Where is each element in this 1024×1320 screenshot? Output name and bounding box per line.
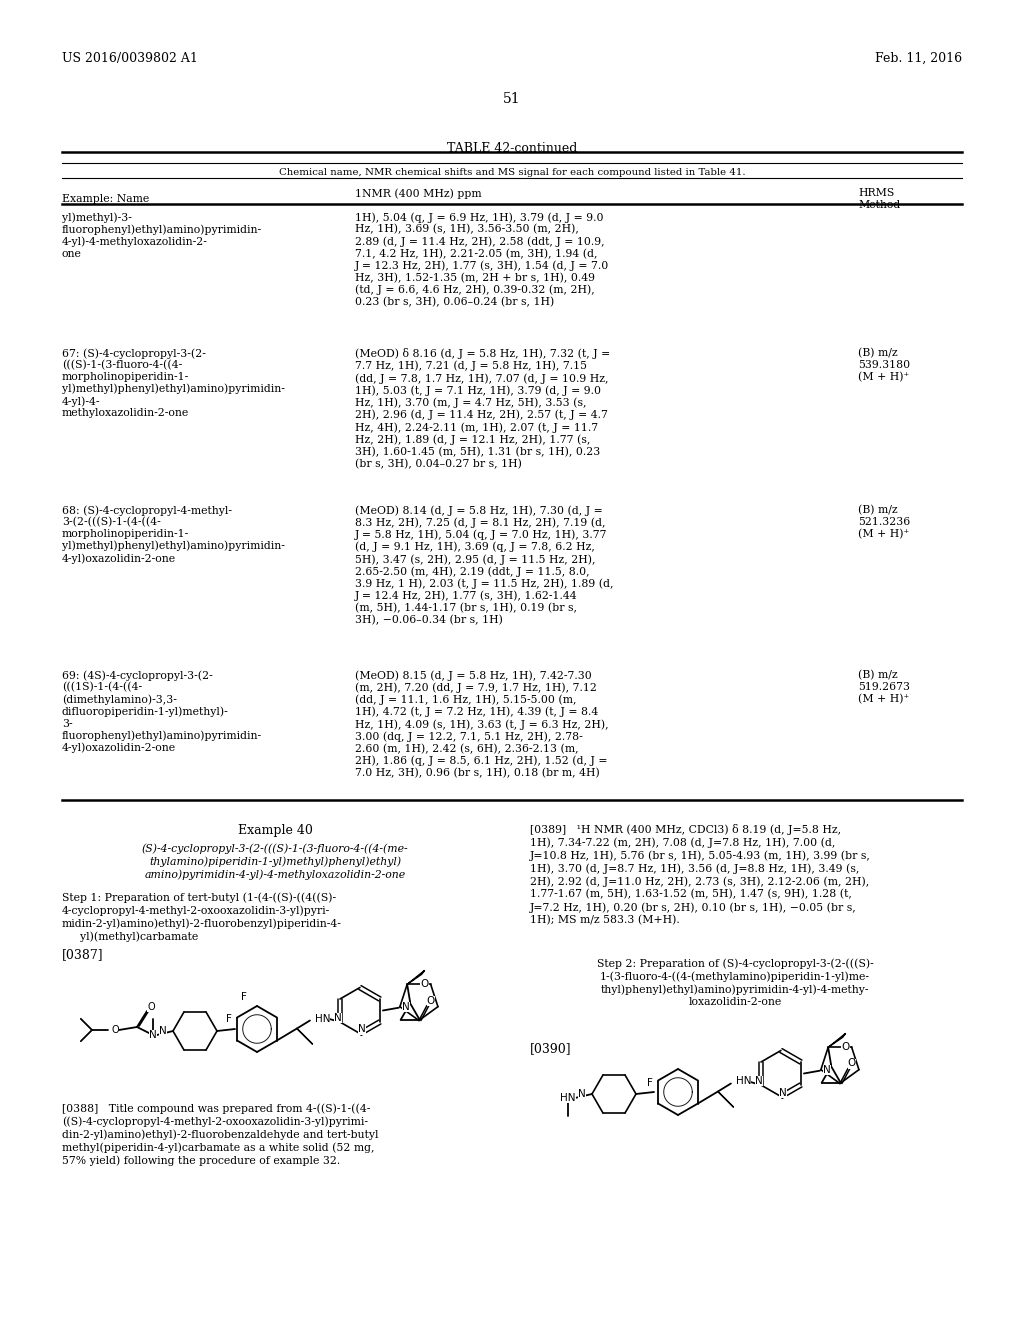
Text: US 2016/0039802 A1: US 2016/0039802 A1 (62, 51, 198, 65)
Text: thylamino)piperidin-1-yl)methyl)phenyl)ethyl): thylamino)piperidin-1-yl)methyl)phenyl)e… (148, 855, 401, 866)
Text: O: O (848, 1059, 856, 1068)
Text: midin-2-yl)amino)ethyl)-2-fluorobenzyl)piperidin-4-: midin-2-yl)amino)ethyl)-2-fluorobenzyl)p… (62, 917, 342, 928)
Text: thyl)phenyl)ethyl)amino)pyrimidin-4-yl)-4-methy-: thyl)phenyl)ethyl)amino)pyrimidin-4-yl)-… (601, 983, 869, 994)
Text: (MeOD) δ 8.16 (d, J = 5.8 Hz, 1H), 7.32 (t, J =
7.7 Hz, 1H), 7.21 (d, J = 5.8 Hz: (MeOD) δ 8.16 (d, J = 5.8 Hz, 1H), 7.32 … (355, 348, 610, 469)
Text: yl)methyl)-3-
fluorophenyl)ethyl)amino)pyrimidin-
4-yl)-4-methyloxazolidin-2-
on: yl)methyl)-3- fluorophenyl)ethyl)amino)p… (62, 213, 262, 259)
Text: O: O (112, 1026, 119, 1035)
Text: 1-(3-fluoro-4-((4-(methylamino)piperidin-1-yl)me-: 1-(3-fluoro-4-((4-(methylamino)piperidin… (600, 972, 870, 982)
Text: J=10.8 Hz, 1H), 5.76 (br s, 1H), 5.05-4.93 (m, 1H), 3.99 (br s,: J=10.8 Hz, 1H), 5.76 (br s, 1H), 5.05-4.… (530, 850, 870, 861)
Text: 1.77-1.67 (m, 5H), 1.63-1.52 (m, 5H), 1.47 (s, 9H), 1.28 (t,: 1.77-1.67 (m, 5H), 1.63-1.52 (m, 5H), 1.… (530, 888, 852, 899)
Text: Feb. 11, 2016: Feb. 11, 2016 (874, 51, 962, 65)
Text: (MeOD) 8.14 (d, J = 5.8 Hz, 1H), 7.30 (d, J =
8.3 Hz, 2H), 7.25 (d, J = 8.1 Hz, : (MeOD) 8.14 (d, J = 5.8 Hz, 1H), 7.30 (d… (355, 506, 613, 626)
Text: yl)(methyl)carbamate: yl)(methyl)carbamate (80, 931, 199, 941)
Text: (S)-4-cyclopropyl-3-(2-(((S)-1-(3-fluoro-4-((4-(me-: (S)-4-cyclopropyl-3-(2-(((S)-1-(3-fluoro… (141, 843, 409, 854)
Text: 1H), 7.34-7.22 (m, 2H), 7.08 (d, J=7.8 Hz, 1H), 7.00 (d,: 1H), 7.34-7.22 (m, 2H), 7.08 (d, J=7.8 H… (530, 837, 836, 847)
Polygon shape (297, 1028, 312, 1044)
Text: N: N (579, 1089, 586, 1100)
Text: [0387]: [0387] (62, 948, 103, 961)
Text: ((S)-4-cyclopropyl-4-methyl-2-oxooxazolidin-3-yl)pyrimi-: ((S)-4-cyclopropyl-4-methyl-2-oxooxazoli… (62, 1115, 368, 1126)
Text: methyl(piperidin-4-yl)carbamate as a white solid (52 mg,: methyl(piperidin-4-yl)carbamate as a whi… (62, 1142, 375, 1152)
Text: O: O (421, 979, 429, 989)
Text: O: O (147, 1002, 155, 1012)
Text: N: N (334, 1012, 342, 1023)
Text: HN: HN (315, 1014, 331, 1023)
Text: 1H), 3.70 (d, J=8.7 Hz, 1H), 3.56 (d, J=8.8 Hz, 1H), 3.49 (s,: 1H), 3.70 (d, J=8.7 Hz, 1H), 3.56 (d, J=… (530, 863, 859, 874)
Text: din-2-yl)amino)ethyl)-2-fluorobenzaldehyde and tert-butyl: din-2-yl)amino)ethyl)-2-fluorobenzaldehy… (62, 1129, 379, 1139)
Text: loxazolidin-2-one: loxazolidin-2-one (688, 997, 781, 1007)
Text: 51: 51 (503, 92, 521, 106)
Text: F: F (241, 993, 247, 1002)
Polygon shape (828, 1034, 846, 1047)
Text: J=7.2 Hz, 1H), 0.20 (br s, 2H), 0.10 (br s, 1H), −0.05 (br s,: J=7.2 Hz, 1H), 0.20 (br s, 2H), 0.10 (br… (530, 902, 857, 912)
Text: N: N (823, 1065, 830, 1074)
Text: TABLE 42-continued: TABLE 42-continued (446, 143, 578, 154)
Text: F: F (647, 1077, 653, 1088)
Text: Step 1: Preparation of tert-butyl (1-(4-((S)-((4((S)-: Step 1: Preparation of tert-butyl (1-(4-… (62, 892, 336, 903)
Text: amino)pyrimidin-4-yl)-4-methyloxazolidin-2-one: amino)pyrimidin-4-yl)-4-methyloxazolidin… (144, 869, 406, 879)
Text: (B) m/z
539.3180
(M + H)⁺: (B) m/z 539.3180 (M + H)⁺ (858, 348, 910, 381)
Text: O: O (842, 1043, 850, 1052)
Text: 1H), 5.04 (q, J = 6.9 Hz, 1H), 3.79 (d, J = 9.0
Hz, 1H), 3.69 (s, 1H), 3.56-3.50: 1H), 5.04 (q, J = 6.9 Hz, 1H), 3.79 (d, … (355, 213, 609, 308)
Text: (B) m/z
519.2673
(M + H)⁺: (B) m/z 519.2673 (M + H)⁺ (858, 671, 910, 704)
Text: [0390]: [0390] (530, 1041, 571, 1055)
Text: N: N (150, 1030, 157, 1040)
Text: N: N (401, 1002, 410, 1011)
Text: 2H), 2.92 (d, J=11.0 Hz, 2H), 2.73 (s, 3H), 2.12-2.06 (m, 2H),: 2H), 2.92 (d, J=11.0 Hz, 2H), 2.73 (s, 3… (530, 876, 869, 887)
Text: Chemical name, NMR chemical shifts and MS signal for each compound listed in Tab: Chemical name, NMR chemical shifts and M… (279, 168, 745, 177)
Text: N: N (358, 1024, 366, 1035)
Text: HN: HN (736, 1077, 752, 1086)
Text: (B) m/z
521.3236
(M + H)⁺: (B) m/z 521.3236 (M + H)⁺ (858, 506, 910, 539)
Text: N: N (160, 1026, 167, 1036)
Polygon shape (408, 970, 425, 985)
Text: F: F (226, 1015, 232, 1024)
Text: 69: (4S)-4-cyclopropyl-3-(2-
(((1S)-1-(4-((4-
(dimethylamino)-3,3-
difluoropiper: 69: (4S)-4-cyclopropyl-3-(2- (((1S)-1-(4… (62, 671, 262, 754)
Polygon shape (718, 1092, 733, 1107)
Text: 67: (S)-4-cyclopropyl-3-(2-
(((S)-1-(3-fluoro-4-((4-
morpholinopiperidin-1-
yl)m: 67: (S)-4-cyclopropyl-3-(2- (((S)-1-(3-f… (62, 348, 285, 418)
Text: 1H); MS m/z 583.3 (M+H).: 1H); MS m/z 583.3 (M+H). (530, 915, 680, 925)
Text: (MeOD) 8.15 (d, J = 5.8 Hz, 1H), 7.42-7.30
(m, 2H), 7.20 (dd, J = 7.9, 1.7 Hz, 1: (MeOD) 8.15 (d, J = 5.8 Hz, 1H), 7.42-7.… (355, 671, 608, 779)
Text: [0389]   ¹H NMR (400 MHz, CDCl3) δ 8.19 (d, J=5.8 Hz,: [0389] ¹H NMR (400 MHz, CDCl3) δ 8.19 (d… (530, 824, 841, 836)
Text: O: O (427, 995, 435, 1006)
Text: 57% yield) following the procedure of example 32.: 57% yield) following the procedure of ex… (62, 1155, 340, 1166)
Text: HN: HN (560, 1093, 575, 1104)
Text: N: N (779, 1088, 786, 1097)
Text: Step 2: Preparation of (S)-4-cyclopropyl-3-(2-(((S)-: Step 2: Preparation of (S)-4-cyclopropyl… (597, 958, 873, 969)
Text: 4-cyclopropyl-4-methyl-2-oxooxazolidin-3-yl)pyri-: 4-cyclopropyl-4-methyl-2-oxooxazolidin-3… (62, 906, 331, 916)
Text: 68: (S)-4-cyclopropyl-4-methyl-
3-(2-(((S)-1-(4-((4-
morpholinopiperidin-1-
yl)m: 68: (S)-4-cyclopropyl-4-methyl- 3-(2-(((… (62, 506, 285, 564)
Text: N: N (755, 1076, 763, 1086)
Text: [0388]   Title compound was prepared from 4-((S)-1-((4-: [0388] Title compound was prepared from … (62, 1104, 371, 1114)
Text: HRMS
Method: HRMS Method (858, 187, 900, 210)
Text: 1NMR (400 MHz) ppm: 1NMR (400 MHz) ppm (355, 187, 481, 198)
Text: Example 40: Example 40 (238, 824, 312, 837)
Text: Example: Name: Example: Name (62, 194, 150, 205)
